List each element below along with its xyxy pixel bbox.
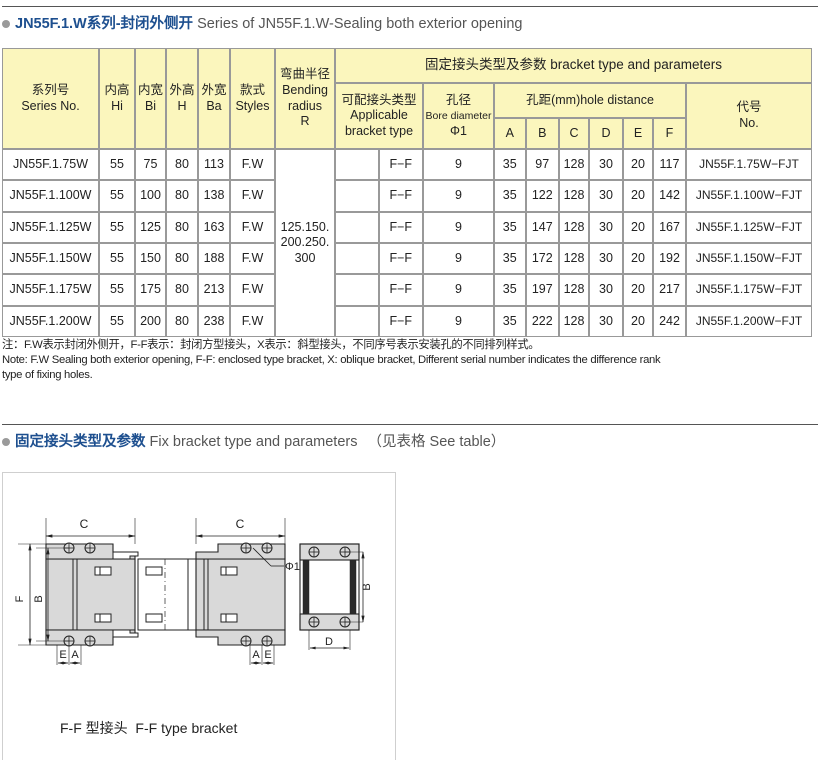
svg-text:B: B — [33, 595, 45, 602]
svg-text:D: D — [325, 636, 333, 648]
svg-text:A: A — [71, 649, 79, 661]
svg-text:C: C — [236, 517, 245, 531]
svg-text:E: E — [264, 649, 271, 661]
svg-text:F: F — [14, 595, 26, 602]
svg-text:A: A — [252, 649, 260, 661]
svg-text:C: C — [80, 517, 89, 531]
svg-text:Φ1: Φ1 — [285, 561, 300, 573]
svg-text:E: E — [59, 649, 66, 661]
